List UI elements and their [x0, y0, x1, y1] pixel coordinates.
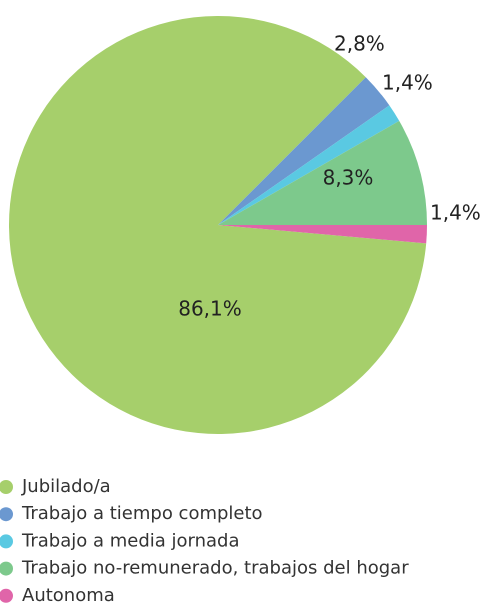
legend-label: Trabajo a media jornada [21, 530, 240, 551]
pie-slice [218, 225, 427, 244]
legend-label: Jubilado/a [21, 476, 111, 497]
legend-label: Trabajo a tiempo completo [21, 503, 263, 524]
legend-swatch [0, 480, 13, 494]
legend-swatch [0, 588, 13, 603]
data-label: 2,8% [334, 32, 385, 56]
legend-label: Autonoma [22, 585, 115, 606]
pie-slice [218, 120, 427, 225]
pie-slice [218, 77, 390, 225]
legend-swatch [0, 507, 13, 522]
data-label: 8,3% [323, 166, 374, 190]
pie-slice [218, 105, 400, 225]
legend-label: Trabajo no-remunerado, trabajos del hoga… [21, 558, 409, 579]
pie-slice [9, 16, 427, 435]
data-label: 86,1% [178, 297, 242, 321]
data-label: 1,4% [430, 201, 481, 225]
legend-swatch [0, 534, 13, 549]
data-label: 1,4% [382, 71, 433, 95]
legend-swatch [0, 561, 13, 576]
